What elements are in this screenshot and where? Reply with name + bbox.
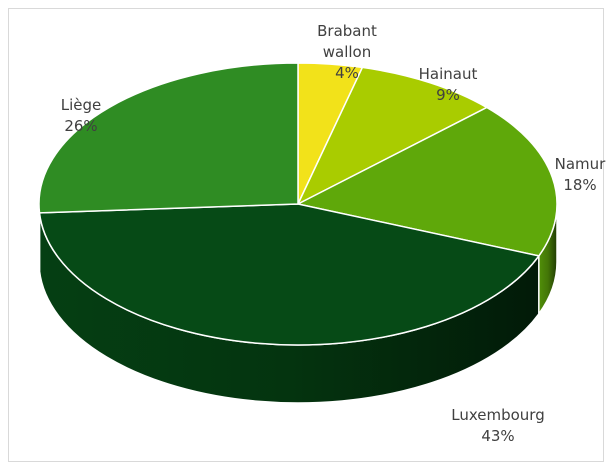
data-label-namur: Namur 18% — [555, 155, 607, 194]
data-label-hainaut: Hainaut 9% — [419, 65, 478, 104]
data-label-liège: Liège 26% — [61, 96, 102, 135]
pie-slice-namur[interactable] — [295, 106, 558, 257]
pie-slice-luxembourg[interactable] — [38, 203, 541, 346]
pie-slice-hainaut[interactable] — [296, 66, 489, 206]
data-label-luxembourg: Luxembourg 43% — [451, 406, 545, 445]
pie-slice-liège[interactable] — [38, 62, 299, 214]
data-label-brabant-wallon: Brabant wallon 4% — [317, 22, 377, 82]
